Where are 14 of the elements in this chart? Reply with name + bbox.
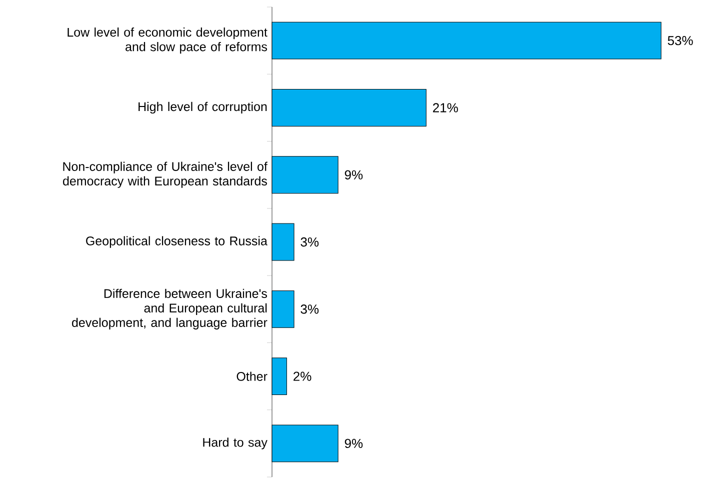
y-tick-label: High level of corruption (138, 102, 267, 114)
y-tick-label: Low level of economic development and slow pace of reforms (68, 28, 268, 54)
data-label: 9% (344, 438, 363, 448)
data-label: 2% (294, 372, 312, 381)
y-tick-label: Non-compliance of Ukraine's level of democracy with European standards (63, 162, 268, 188)
data-label: 3% (300, 237, 319, 247)
y-tick-label: Difference between Ukraine's and European cultural development, and language barrier (72, 288, 268, 330)
data-label: 53% (668, 36, 693, 46)
y-tick-label: Geopolitical closeness to Russia (86, 236, 268, 248)
data-label: 3% (300, 304, 319, 314)
data-label: 21% (433, 103, 458, 112)
data-label: 9% (344, 170, 363, 180)
y-tick-label: Other (236, 372, 268, 381)
y-tick-label: Hard to say (203, 438, 268, 450)
